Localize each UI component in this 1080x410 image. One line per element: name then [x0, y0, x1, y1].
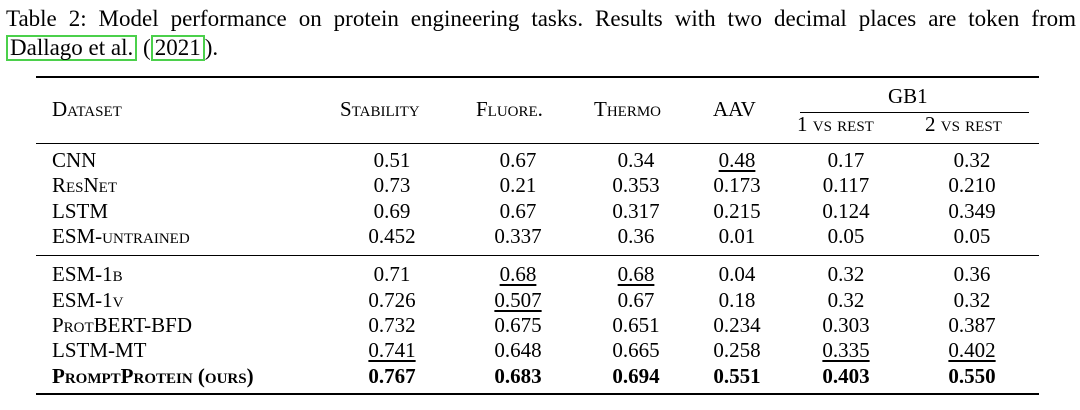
gb1-subrule [800, 112, 1029, 113]
header-dataset: Dataset [52, 97, 122, 121]
table-cell: 0.18 [718, 288, 756, 312]
table-cell: 0.69 [373, 199, 411, 223]
table-cell: 0.73 [373, 173, 411, 197]
table-cell: 0.210 [948, 173, 996, 197]
table-cell: 0.04 [718, 262, 756, 286]
table-cell: 0.550 [948, 364, 996, 388]
caption-text: Table 2: Model performance on protein en… [6, 6, 1076, 31]
table-cell: 0.68 [617, 262, 655, 286]
table-cell: 0.452 [368, 224, 416, 248]
table-cell: 0.67 [499, 199, 537, 223]
table-cell: 0.694 [612, 364, 660, 388]
table-cell: 0.48 [718, 148, 756, 172]
table-cell: 0.21 [499, 173, 537, 197]
table-cell: 0.05 [953, 224, 991, 248]
header-gb1-1vsrest: 1 vs rest [797, 112, 874, 136]
table-cell: 0.234 [713, 313, 761, 337]
table-cell: 0.17 [827, 148, 865, 172]
table-cell: 0.507 [494, 288, 542, 312]
table-cell: 0.51 [373, 148, 411, 172]
header-thermo: Thermo [594, 97, 661, 121]
bottom-rule [36, 393, 1039, 395]
table-cell: 0.683 [494, 364, 542, 388]
table-cell: 0.335 [822, 338, 870, 362]
row-name: ESM-1v [52, 288, 124, 312]
table-cell: 0.36 [617, 224, 655, 248]
header-gb1: GB1 [888, 84, 928, 108]
caption-paren-open: ( [137, 35, 151, 60]
caption-paren-close: ). [204, 35, 219, 60]
table-cell: 0.387 [948, 313, 996, 337]
header-rule [36, 143, 1039, 144]
header-stability: Stability [340, 97, 420, 121]
table-cell: 0.732 [368, 313, 416, 337]
row-name: CNN [52, 148, 97, 172]
table-cell: 0.337 [494, 224, 542, 248]
table-caption: Table 2: Model performance on protein en… [6, 4, 1076, 62]
table-cell: 0.403 [822, 364, 870, 388]
table-cell: 0.349 [948, 199, 996, 223]
table-cell: 0.767 [368, 364, 416, 388]
table-cell: 0.675 [494, 313, 542, 337]
row-name: ESM-1b [52, 262, 123, 286]
table-cell: 0.648 [494, 338, 542, 362]
table-cell: 0.32 [827, 262, 865, 286]
table-cell: 0.36 [953, 262, 991, 286]
row-name: ResNet [52, 173, 118, 197]
table-cell: 0.665 [612, 338, 660, 362]
table-cell: 0.741 [368, 338, 416, 362]
table-cell: 0.258 [713, 338, 761, 362]
row-name: LSTM-MT [52, 338, 147, 362]
row-name: ESM-untrained [52, 224, 190, 248]
table-cell: 0.05 [827, 224, 865, 248]
header-gb1-2vsrest: 2 vs rest [925, 112, 1002, 136]
citation-year-link[interactable]: 2021 [150, 35, 205, 61]
table-cell: 0.551 [713, 364, 761, 388]
header-aav: AAV [713, 97, 756, 121]
table-cell: 0.68 [499, 262, 537, 286]
table-cell: 0.67 [617, 288, 655, 312]
table-cell: 0.01 [718, 224, 756, 248]
table-cell: 0.124 [822, 199, 870, 223]
table-cell: 0.32 [953, 148, 991, 172]
table-cell: 0.726 [368, 288, 416, 312]
table-cell: 0.173 [713, 173, 761, 197]
table-cell: 0.32 [953, 288, 991, 312]
row-name: PromptProtein (ours) [52, 364, 254, 388]
table-cell: 0.32 [827, 288, 865, 312]
group-rule [36, 255, 1039, 256]
table-cell: 0.71 [373, 262, 411, 286]
table-cell: 0.402 [948, 338, 996, 362]
table-cell: 0.34 [617, 148, 655, 172]
top-rule [36, 76, 1039, 78]
table-cell: 0.303 [822, 313, 870, 337]
table-cell: 0.651 [612, 313, 660, 337]
row-name: ProtBERT-BFD [52, 313, 193, 337]
table-cell: 0.67 [499, 148, 537, 172]
table-cell: 0.215 [713, 199, 761, 223]
table-cell: 0.317 [612, 199, 660, 223]
citation-author-link[interactable]: Dallago et al. [6, 35, 138, 61]
header-fluore: Fluore. [476, 97, 543, 121]
table-cell: 0.353 [612, 173, 660, 197]
row-name: LSTM [52, 199, 109, 223]
table-cell: 0.117 [822, 173, 870, 197]
